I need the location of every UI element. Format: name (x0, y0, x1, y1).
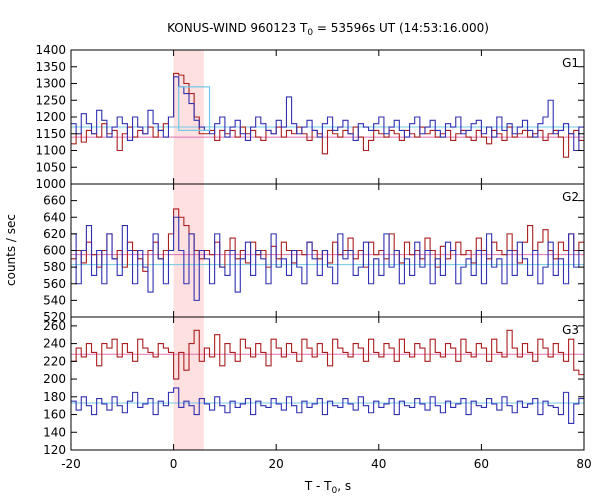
panel-label: G3 (562, 323, 579, 337)
y-tick-label: 260 (43, 319, 66, 333)
series-blue-g1 (71, 76, 584, 152)
chart-title: KONUS-WIND 960123 T0 = 53596s UT (14:53:… (167, 21, 489, 38)
chart-title-main: KONUS-WIND 960123 T (167, 21, 308, 35)
x-tick-label: 80 (576, 457, 591, 471)
series-dark-red-g3 (71, 329, 584, 380)
y-axis-label: counts / sec (4, 214, 18, 286)
y-tick-label: 1350 (35, 60, 66, 74)
x-tick-label: 40 (371, 457, 386, 471)
y-tick-label: 520 (43, 310, 66, 324)
series-blue-g3 (71, 387, 584, 424)
y-tick-label: 180 (43, 390, 66, 404)
panel-g3: 120 140 160 180 200 220 240 260 G3 (43, 316, 585, 457)
y-tick-label: 640 (43, 210, 66, 224)
y-tick-label: 560 (43, 277, 66, 291)
x-tick-label: 0 (170, 457, 178, 471)
y-tick-label: 580 (43, 260, 66, 274)
panel-frame (70, 316, 585, 451)
x-axis-label-sub: 0 (332, 486, 338, 496)
y-tick-label: 1250 (35, 93, 66, 107)
peak-overlay-box (178, 86, 211, 131)
chart-title-rest: = 53596s UT (14:53:16.000) (313, 21, 489, 35)
y-tick-label: 240 (43, 337, 66, 351)
x-axis-label-main: T - T (304, 479, 332, 493)
y-tick-label: 140 (43, 425, 66, 439)
y-tick-label: 1150 (35, 127, 66, 141)
panel-g1: 1000 1050 1100 1150 1200 1250 1300 1350 1400 G1 (35, 43, 585, 191)
x-axis-label-rest: , s (337, 479, 351, 493)
panels-layer: 100010501100115012001250130013501400G152… (35, 43, 591, 471)
y-tick-label: 220 (43, 354, 66, 368)
panel-g2: 520 540 560 580 600 620 640 660 G2 (43, 183, 585, 324)
x-tick-label: 60 (474, 457, 489, 471)
y-tick-label: 600 (43, 244, 66, 258)
y-tick-label: 660 (43, 194, 66, 208)
y-tick-label: 540 (43, 293, 66, 307)
panel-label: G1 (562, 56, 579, 70)
series-blue-g2 (71, 216, 584, 301)
panel-label: G2 (562, 190, 579, 204)
y-tick-label: 1300 (35, 77, 66, 91)
y-tick-label: 620 (43, 227, 66, 241)
x-tick-label: -20 (61, 457, 81, 471)
y-tick-label: 200 (43, 372, 66, 386)
y-tick-label: 1200 (35, 110, 66, 124)
x-axis-label: T - T0, s (304, 479, 351, 496)
y-tick-label: 1050 (35, 160, 66, 174)
y-tick-label: 1400 (35, 43, 66, 57)
y-tick-label: 1100 (35, 144, 66, 158)
x-tick-label: 20 (269, 457, 284, 471)
y-tick-label: 160 (43, 408, 66, 422)
y-tick-label: 1000 (35, 177, 66, 191)
chart-title-sub: 0 (307, 28, 313, 38)
y-tick-label: 120 (43, 443, 66, 457)
